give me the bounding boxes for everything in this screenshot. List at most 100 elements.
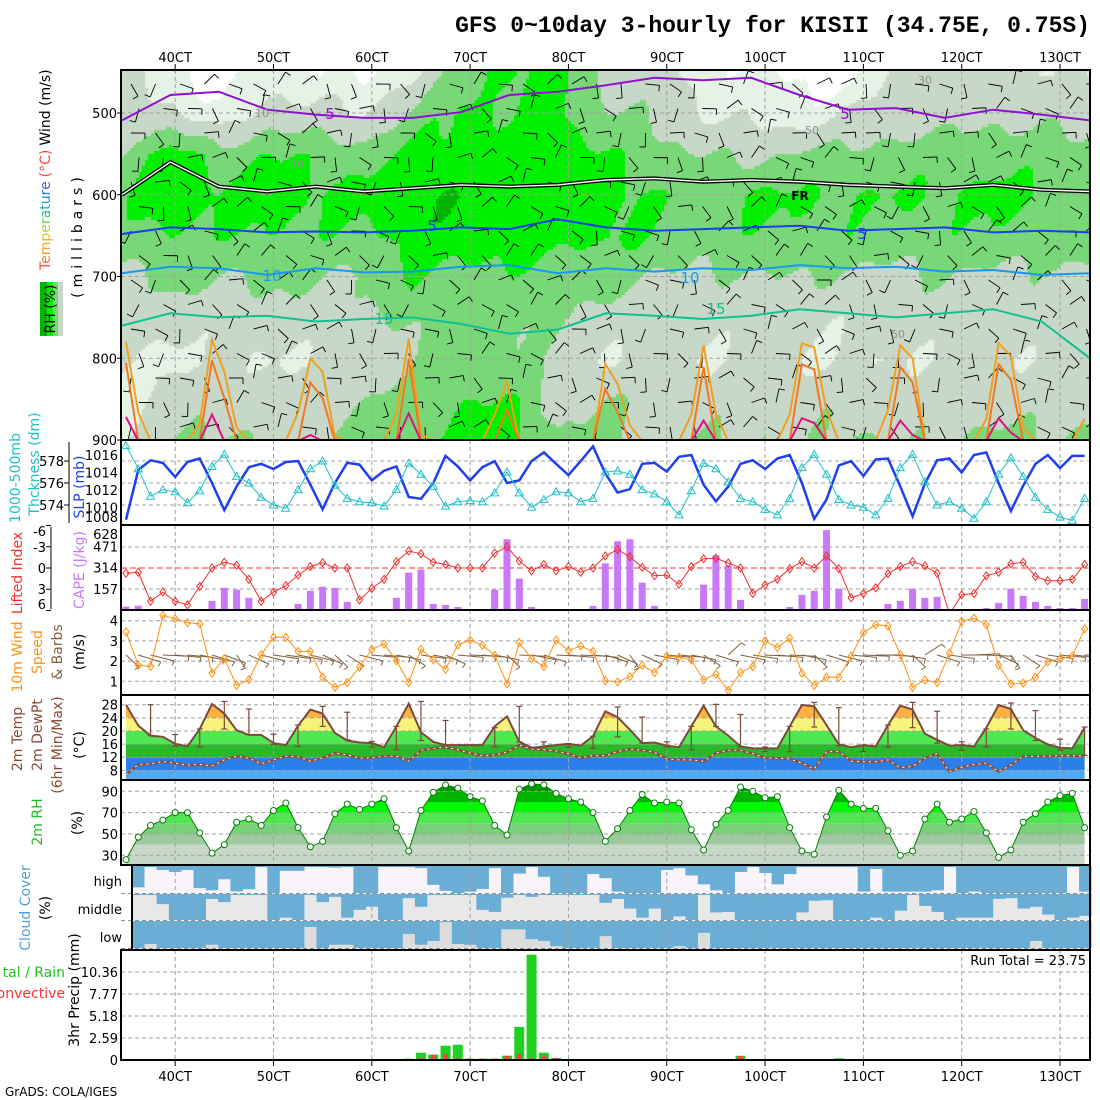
lifted-index-point	[368, 583, 376, 594]
wind-barb	[767, 119, 772, 134]
lifted-index-point	[159, 587, 167, 597]
wind-speed-point	[122, 627, 130, 637]
rh-point	[1044, 798, 1052, 806]
wind-barb	[677, 255, 688, 266]
wind-barb-feather	[1047, 432, 1051, 439]
cape-bar	[589, 605, 597, 610]
rh-point	[995, 853, 1003, 861]
wind-barb-feather	[184, 219, 192, 222]
cloud-bar-high	[291, 866, 305, 871]
wind-barb-feather	[295, 294, 301, 300]
wind-barb-feather	[551, 339, 557, 345]
wind-barb-feather	[677, 91, 682, 98]
wind-barb-feather	[1074, 363, 1080, 369]
cape-bar	[245, 597, 253, 610]
pressure-tick-label: 900	[92, 434, 117, 449]
cloud-bar-middle	[931, 894, 944, 912]
cape-bar	[319, 586, 327, 610]
lifted-index-label: Lifted Index	[10, 532, 26, 614]
temp-band	[126, 757, 1085, 771]
wind-barb-feather	[231, 661, 235, 667]
wind-barb-feather	[539, 213, 544, 220]
rh-point	[614, 825, 622, 833]
wind-speed-point	[749, 661, 757, 672]
time-label-top: 70CT	[453, 51, 487, 66]
wind-barb	[374, 377, 377, 393]
wind-barb	[800, 293, 810, 305]
wind-barb	[261, 206, 274, 215]
wind-barb	[971, 402, 986, 405]
wind-barb	[629, 654, 640, 669]
wind-barb	[1012, 221, 1024, 232]
thickness-point	[1006, 452, 1016, 462]
wind-barb-feather	[282, 217, 289, 221]
wind-barb	[865, 377, 877, 388]
wind-barb	[253, 168, 258, 183]
precip-tick-label: 10.36	[81, 966, 118, 981]
lifted-index-point	[183, 599, 192, 610]
wind-barb	[726, 206, 734, 220]
wind-barb-feather	[870, 317, 877, 320]
wind-barb	[924, 643, 942, 656]
wind-barb-feather	[999, 217, 1005, 222]
wind-barb-feather	[291, 340, 298, 344]
wind-barb	[726, 255, 740, 263]
wind-barb-feather	[924, 218, 930, 223]
wind-barb	[939, 230, 942, 245]
wind-barb	[204, 269, 215, 281]
wind-barb	[1045, 193, 1051, 207]
wind-barb	[149, 83, 156, 98]
thickness-point	[502, 466, 512, 476]
thickness-point	[600, 466, 611, 476]
cloud-bar-middle	[796, 894, 809, 913]
rh-point	[773, 793, 781, 801]
wind-barb	[158, 353, 164, 367]
wind-barb	[669, 83, 682, 93]
wind-barb	[236, 243, 246, 256]
wind-barb	[916, 255, 924, 269]
wind-barb-feather	[310, 238, 315, 244]
wind-barb	[1045, 245, 1056, 256]
wind-barb-feather	[739, 151, 743, 158]
wind-barb	[359, 353, 367, 366]
rh-point	[1019, 818, 1027, 826]
wind-barb	[400, 83, 411, 95]
wind-barb	[988, 328, 1000, 339]
wind-barb	[356, 402, 360, 417]
wind-barb-feather	[126, 313, 133, 318]
wind-barb	[1037, 426, 1051, 434]
contour-label-5c: 5	[840, 105, 850, 123]
wind-barb	[727, 642, 742, 656]
wind-barb-feather	[249, 110, 252, 117]
thickness-line	[125, 445, 1086, 521]
rh-point	[245, 815, 253, 823]
thickness-point	[293, 484, 303, 494]
cloud-bar-low	[673, 921, 686, 947]
wind-barb	[669, 426, 673, 440]
precip-convective-bar	[529, 1057, 535, 1060]
wind-barb-feather	[1050, 80, 1054, 87]
wind-barb	[890, 328, 895, 343]
wind-speed-point	[1031, 672, 1040, 683]
lifted-index-point	[540, 559, 548, 570]
wind-speed-point	[441, 664, 450, 675]
contour-label-minus5c: 5	[427, 217, 437, 235]
wind-barb	[841, 328, 855, 335]
cloud-bar-high	[599, 866, 612, 879]
wind-barb-feather	[720, 340, 727, 345]
wind-barb	[204, 131, 219, 134]
wind-barb-feather	[735, 661, 739, 667]
wind-barb	[424, 132, 437, 142]
wind-barb-feather	[617, 657, 620, 663]
wind-barb-feather	[619, 413, 626, 417]
cloud-bar-low	[168, 921, 182, 948]
wind-speed-point	[994, 660, 1003, 671]
wind-barb-feather	[824, 218, 830, 223]
wind-barb	[963, 322, 977, 330]
thickness-point	[723, 476, 734, 486]
wind-barb	[939, 328, 954, 333]
wind-barb	[473, 377, 483, 390]
wind-barb-feather	[432, 141, 437, 147]
rh-point	[269, 807, 277, 815]
wind-barb	[359, 157, 372, 166]
